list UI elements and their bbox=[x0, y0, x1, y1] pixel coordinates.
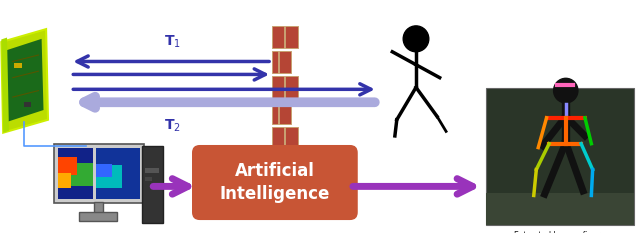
Bar bbox=[142, 146, 163, 223]
Bar bbox=[486, 193, 634, 225]
Bar bbox=[272, 76, 285, 98]
Polygon shape bbox=[1, 38, 9, 133]
Bar bbox=[24, 102, 31, 107]
Bar bbox=[279, 51, 291, 73]
Text: T$_1$: T$_1$ bbox=[164, 34, 181, 51]
Bar bbox=[96, 164, 112, 177]
Bar bbox=[58, 173, 71, 188]
Bar bbox=[79, 212, 117, 221]
Polygon shape bbox=[1, 29, 48, 133]
Bar bbox=[145, 177, 152, 181]
Bar bbox=[96, 147, 140, 199]
Bar bbox=[279, 102, 291, 124]
Bar bbox=[58, 163, 93, 186]
Bar bbox=[285, 26, 298, 48]
Text: Artificial
Intelligence: Artificial Intelligence bbox=[220, 162, 330, 203]
Bar bbox=[272, 26, 285, 48]
Bar bbox=[285, 76, 298, 98]
Bar bbox=[285, 127, 298, 149]
Circle shape bbox=[554, 78, 578, 103]
Bar bbox=[94, 202, 103, 214]
Polygon shape bbox=[6, 39, 44, 122]
Bar bbox=[145, 168, 159, 173]
Bar bbox=[272, 51, 278, 73]
Text: Extracted human figure: Extracted human figure bbox=[515, 231, 605, 233]
Circle shape bbox=[403, 26, 429, 52]
Bar bbox=[96, 165, 122, 188]
Bar bbox=[272, 102, 278, 124]
Bar bbox=[58, 147, 93, 199]
Bar bbox=[54, 144, 144, 203]
Bar bbox=[486, 88, 634, 225]
Bar bbox=[58, 157, 77, 175]
Bar bbox=[14, 63, 22, 68]
FancyBboxPatch shape bbox=[192, 145, 358, 220]
Text: T$_2$: T$_2$ bbox=[164, 118, 181, 134]
Bar bbox=[272, 127, 285, 149]
